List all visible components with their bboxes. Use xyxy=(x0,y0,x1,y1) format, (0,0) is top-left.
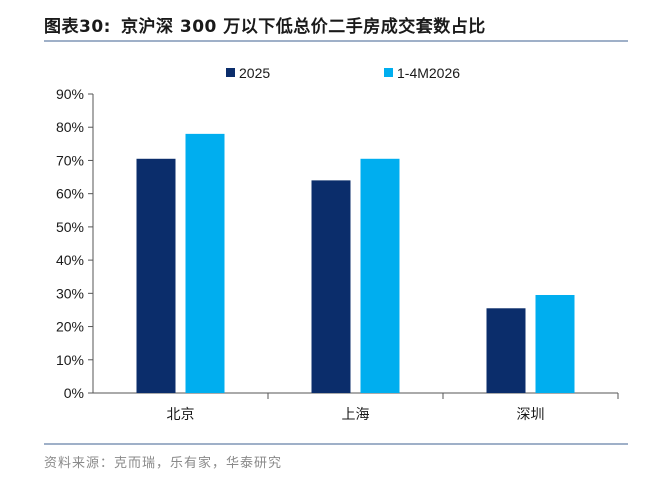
legend-swatch-1-4m2026 xyxy=(384,68,393,77)
title-divider xyxy=(44,40,628,42)
y-tick-label: 30% xyxy=(56,285,84,301)
x-tick-label: 上海 xyxy=(342,406,370,422)
y-tick-label: 40% xyxy=(56,252,84,268)
figure-label: 图表30: xyxy=(44,17,111,37)
figure-title: 图表30: 京沪深 300 万以下低总价二手房成交套数占比 xyxy=(44,12,486,37)
y-tick-label: 50% xyxy=(56,219,84,235)
y-tick-label: 70% xyxy=(56,152,84,168)
x-tick-label: 深圳 xyxy=(517,406,545,422)
source-note: 资料来源：克而瑞，乐有家，华泰研究 xyxy=(44,456,283,471)
figure-title-text: 京沪深 300 万以下低总价二手房成交套数占比 xyxy=(120,17,486,37)
y-tick-label: 10% xyxy=(56,352,84,368)
bar-1-4m2026 xyxy=(535,294,575,393)
bar-2025 xyxy=(311,180,351,393)
bar-2025 xyxy=(136,158,176,393)
y-tick-label: 60% xyxy=(56,186,84,202)
bar-2025 xyxy=(486,308,526,393)
y-tick-label: 20% xyxy=(56,319,84,335)
y-tick-label: 0% xyxy=(64,385,84,401)
bar-1-4m2026 xyxy=(360,158,400,393)
legend-label: 1-4M2026 xyxy=(397,65,460,81)
x-tick-label: 北京 xyxy=(167,406,195,422)
legend-swatch-2025 xyxy=(226,68,235,77)
legend-label: 2025 xyxy=(239,65,270,81)
y-tick-label: 80% xyxy=(56,119,84,135)
y-tick-label: 90% xyxy=(56,86,84,102)
source-divider xyxy=(44,443,628,445)
bar-1-4m2026 xyxy=(185,133,225,393)
